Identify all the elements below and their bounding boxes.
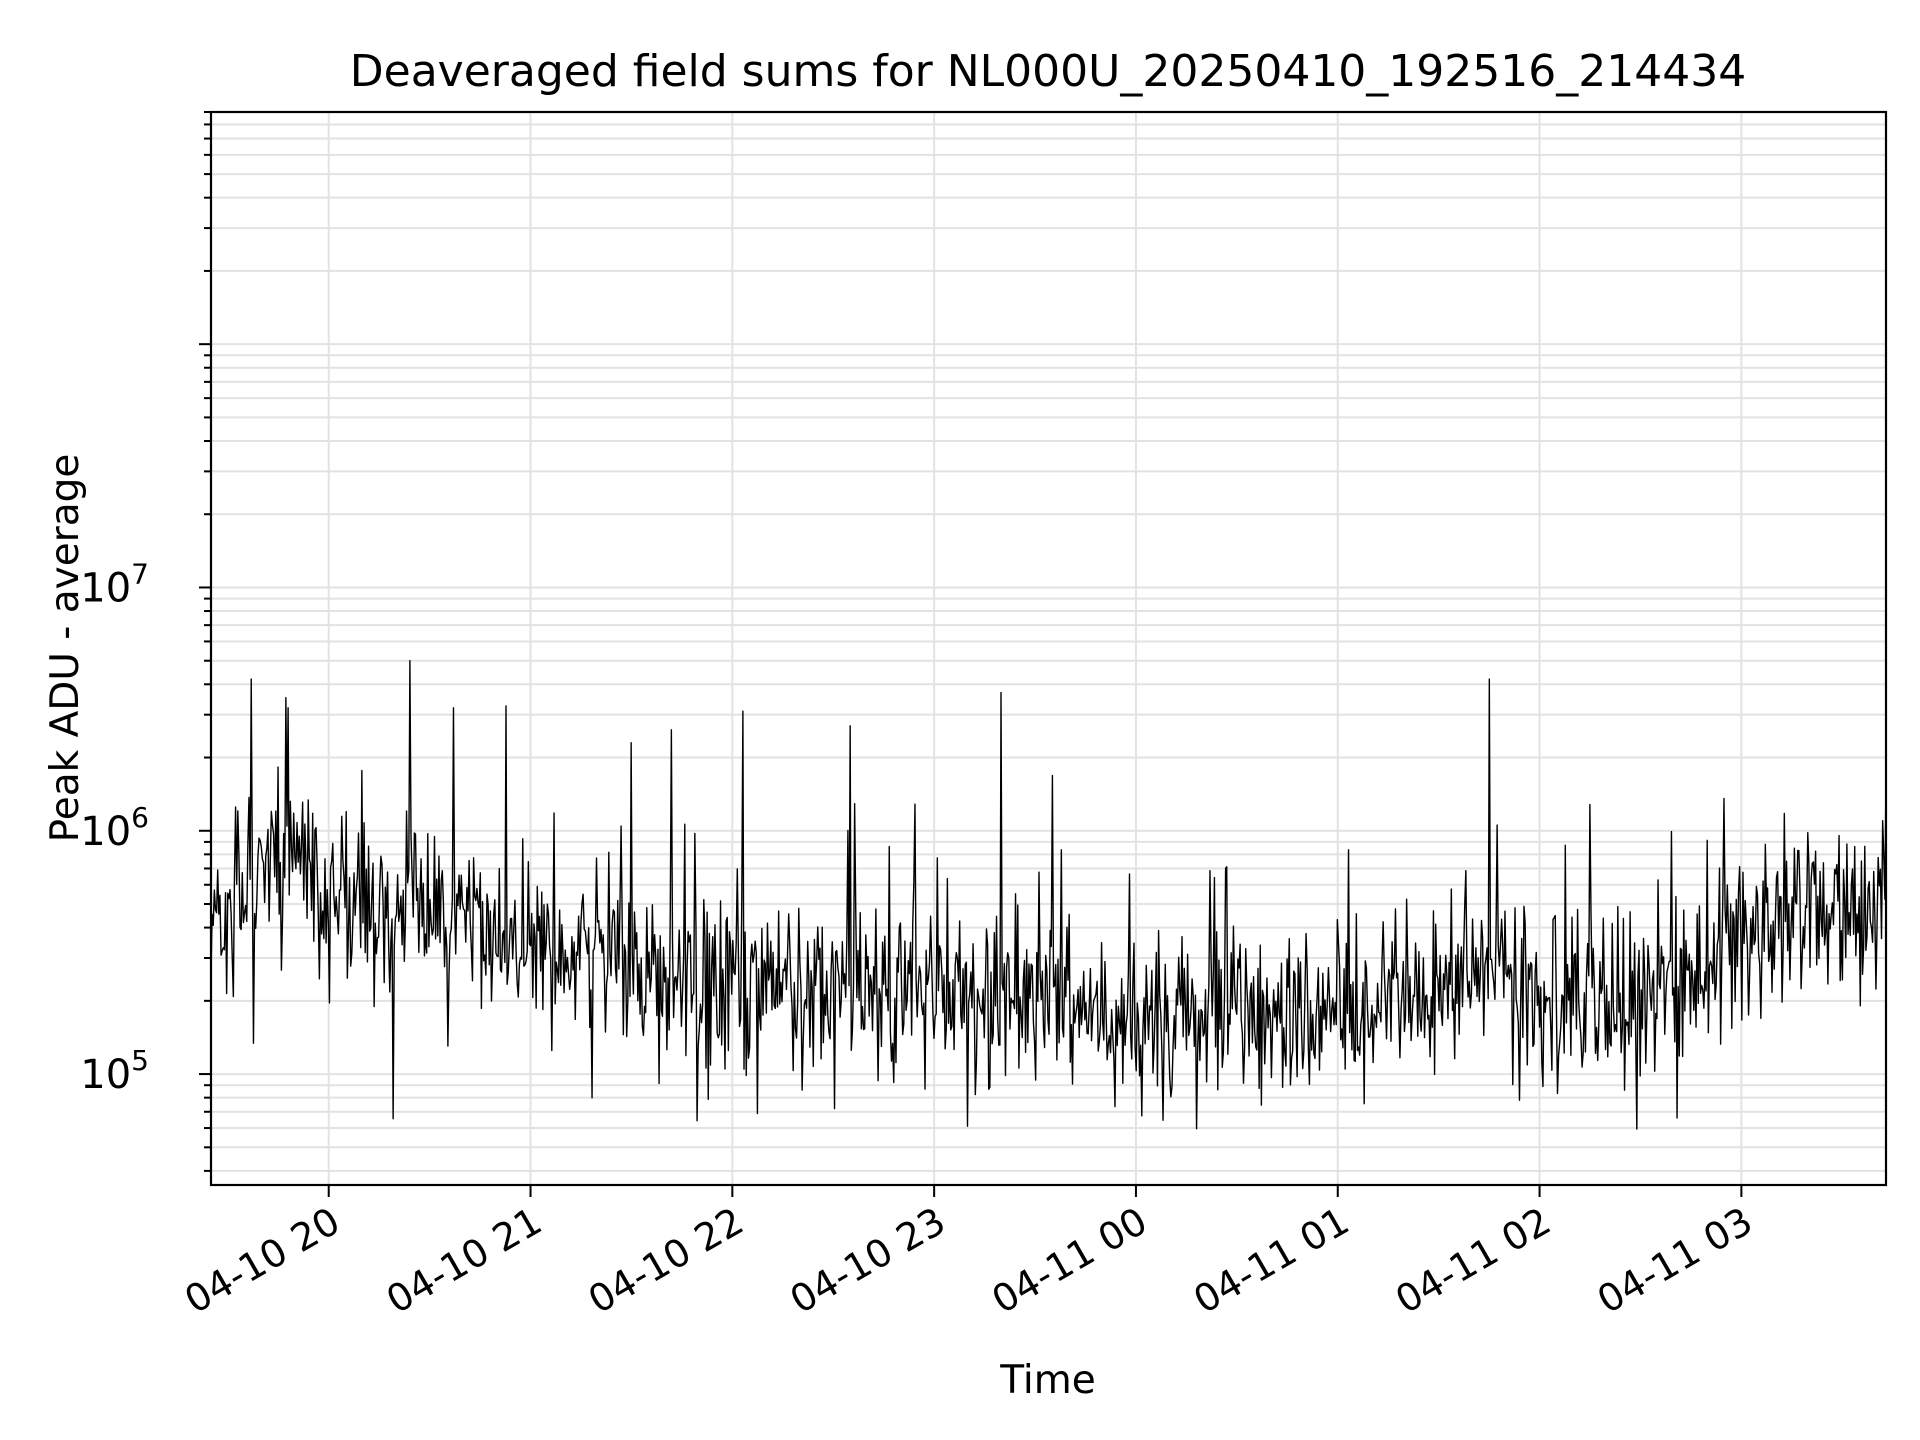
y-tick-label: 107 xyxy=(80,557,149,611)
plot-area xyxy=(210,660,1887,1130)
y-tick-label: 105 xyxy=(80,1044,149,1098)
y-axis-label: Peak ADU - average xyxy=(43,454,88,843)
series-line xyxy=(210,660,1887,1130)
x-axis-label: Time xyxy=(999,1358,1095,1403)
chart-title: Deaveraged field sums for NL000U_2025041… xyxy=(350,46,1746,97)
plot-frame xyxy=(209,110,1888,1187)
y-tick-label: 106 xyxy=(80,801,149,855)
grid xyxy=(211,111,1886,1185)
